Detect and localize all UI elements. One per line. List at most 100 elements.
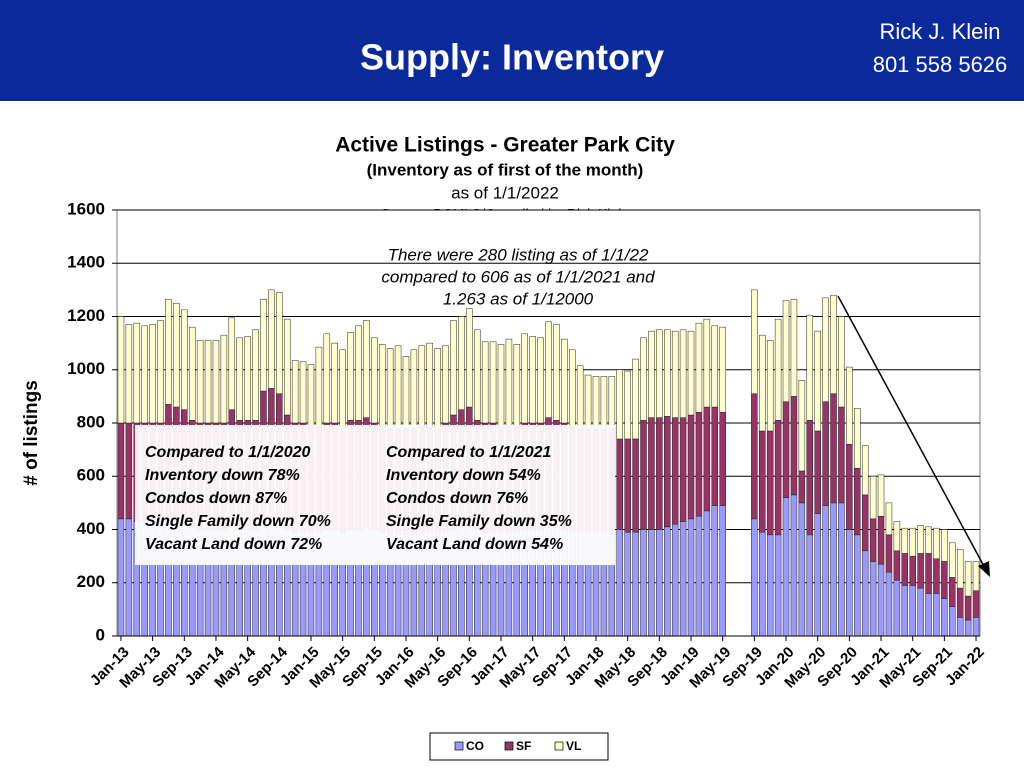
bar-segment xyxy=(751,518,758,637)
bar-segment xyxy=(822,505,829,637)
bar-segment xyxy=(806,314,814,421)
bar-segment xyxy=(648,330,655,418)
bar-segment xyxy=(854,468,861,536)
bar-segment xyxy=(347,332,354,421)
bar-segment xyxy=(933,558,940,594)
bar-segment xyxy=(640,420,647,530)
bar-segment xyxy=(671,330,679,418)
bar-segment xyxy=(790,298,798,397)
bar-segment xyxy=(901,585,909,637)
comparison-text: Inventory down 78% xyxy=(145,467,300,484)
bar-segment xyxy=(117,422,125,520)
bar-segment xyxy=(869,561,877,637)
bar-segment xyxy=(220,334,228,424)
annotation: 1.263 as of 1/12000 xyxy=(443,289,594,308)
bar-segment xyxy=(695,322,703,413)
bar-segment xyxy=(212,340,220,424)
comparison-text: Vacant Land down 54% xyxy=(386,536,563,553)
bar-segment xyxy=(798,502,806,637)
bar-segment xyxy=(473,329,481,421)
y-tick-label: 200 xyxy=(77,572,105,591)
bar-segment xyxy=(877,515,885,565)
bar-segment xyxy=(759,334,766,432)
bar-segment xyxy=(268,289,275,389)
bar-segment xyxy=(869,518,877,562)
bar-segment xyxy=(679,417,687,522)
bar-segment xyxy=(664,416,671,528)
bar-segment xyxy=(157,320,164,424)
bar-segment xyxy=(616,438,624,530)
bar-segment xyxy=(846,444,853,530)
bar-segment xyxy=(854,534,861,637)
bar-segment xyxy=(386,348,394,429)
bar-segment xyxy=(846,529,853,637)
bar-segment xyxy=(648,529,655,637)
chart-subtitle: (Inventory as of first of the month) xyxy=(367,160,644,179)
bar-segment xyxy=(363,320,370,418)
bar-segment xyxy=(592,376,600,429)
comparison-text: Compared to 1/1/2020 xyxy=(145,444,311,461)
y-tick-label: 1400 xyxy=(67,253,105,272)
bar-segment xyxy=(933,593,940,637)
bar-segment xyxy=(766,534,774,637)
bar-segment xyxy=(901,527,909,554)
trend-arrow xyxy=(837,295,987,571)
bar-segment xyxy=(671,523,679,637)
bar-segment xyxy=(664,526,671,637)
bar-segment xyxy=(521,333,528,424)
legend-swatch xyxy=(554,741,564,751)
bar-segment xyxy=(228,317,236,410)
bar-segment xyxy=(790,396,798,496)
bar-segment xyxy=(711,505,719,637)
bar-segment xyxy=(656,529,663,637)
bar-segment xyxy=(893,579,901,637)
bar-segment xyxy=(323,333,331,424)
bar-segment xyxy=(782,401,790,498)
bar-segment xyxy=(664,329,671,417)
comparison-text: Inventory down 54% xyxy=(386,467,541,484)
bar-segment xyxy=(925,553,932,594)
bar-segment xyxy=(956,549,964,589)
bar-segment xyxy=(394,345,402,429)
bar-segment xyxy=(426,342,433,426)
bar-segment xyxy=(125,518,133,637)
bar-segment xyxy=(315,346,323,426)
bar-segment xyxy=(260,298,267,392)
bar-segment xyxy=(236,337,243,421)
slide-title: Supply: Inventory xyxy=(360,37,664,78)
bar-segment xyxy=(774,420,782,536)
bar-segment xyxy=(877,474,885,517)
bar-segment xyxy=(149,324,156,424)
y-tick-label: 800 xyxy=(77,412,105,431)
bar-segment xyxy=(703,510,711,637)
bar-segment xyxy=(450,320,457,416)
bar-segment xyxy=(576,365,584,429)
bar-segment xyxy=(941,529,948,562)
legend-swatch xyxy=(504,741,514,751)
bar-segment xyxy=(276,292,283,394)
y-axis-label: # of listings xyxy=(21,380,42,486)
bar-segment xyxy=(790,494,798,637)
chart-title: Active Listings - Greater Park City xyxy=(335,134,675,157)
comparison-text: Compared to 1/1/2021 xyxy=(386,444,552,461)
bar-segment xyxy=(877,563,885,637)
header-bar xyxy=(0,0,1024,101)
legend-label: CO xyxy=(466,739,484,753)
bar-segment xyxy=(885,502,893,536)
y-tick-label: 1000 xyxy=(67,359,105,378)
bar-segment xyxy=(117,316,125,424)
bar-segment xyxy=(822,297,829,402)
author-phone: 801 558 5626 xyxy=(873,52,1008,77)
comparison-text: Condos down 76% xyxy=(386,490,528,507)
bar-segment xyxy=(671,417,679,525)
bar-segment xyxy=(378,344,386,426)
bar-segment xyxy=(964,595,972,621)
bar-segment xyxy=(656,417,663,530)
bar-segment xyxy=(616,369,624,440)
bar-segment xyxy=(782,497,790,637)
bar-segment xyxy=(355,325,362,421)
bar-segment xyxy=(814,513,821,637)
comparison-text: Single Family down 70% xyxy=(145,513,331,530)
bar-segment xyxy=(687,330,695,416)
